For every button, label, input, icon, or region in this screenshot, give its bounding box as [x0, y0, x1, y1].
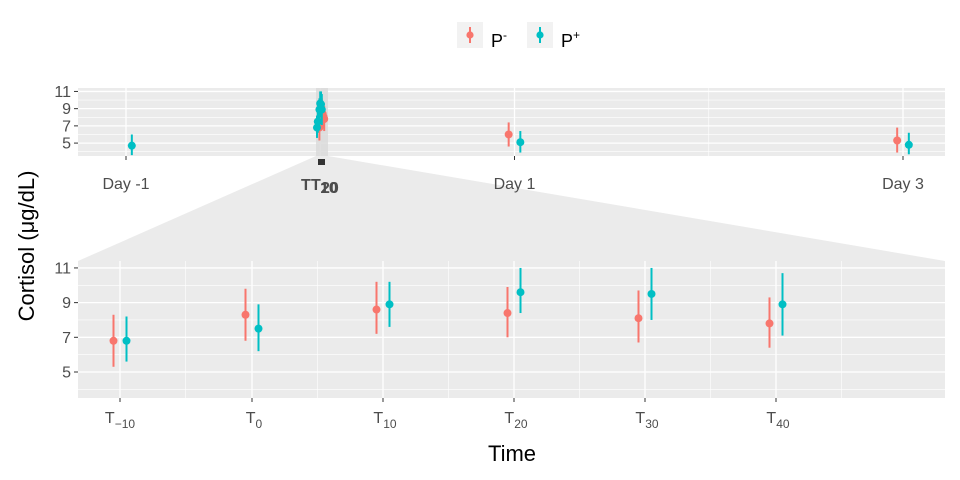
overview-point: [127, 141, 136, 150]
zoom-point-range: [765, 297, 774, 348]
zoom-point-range: [778, 273, 787, 336]
zoom-x-tick-label: T20: [504, 410, 527, 431]
legend-label: P+: [561, 28, 580, 51]
zoom-x-tick-label: T40: [766, 410, 789, 431]
zoom-point-range: [122, 316, 131, 362]
zoom-x-tick-label: T10: [373, 410, 396, 431]
overview-point-range: [504, 122, 513, 147]
overview-x-tick-label: Day 1: [494, 176, 536, 193]
overview-y-tick-label: 9: [62, 101, 71, 118]
overview-point: [313, 117, 322, 126]
overview-zoom-tick-label: 20: [321, 180, 339, 197]
zoom-point: [372, 305, 381, 314]
zoom-point: [109, 336, 118, 345]
overview-y-tick-label: 7: [62, 118, 71, 135]
zoom-y-tick-label: 5: [62, 364, 71, 381]
legend-key-point: [536, 31, 544, 39]
legend-entry: P+: [527, 22, 580, 51]
overview-zoom-tick-label: 10: [320, 180, 338, 197]
zoom-point: [503, 309, 512, 318]
zoom-y-tick-label: 7: [62, 330, 71, 347]
overview-point: [904, 140, 913, 149]
zoom-point-range: [254, 304, 263, 352]
overview-point-range: [317, 94, 326, 126]
zoom-point-range: [634, 290, 643, 343]
overview-point-range: [516, 131, 525, 153]
zoom-point: [254, 324, 263, 333]
overview-y-tick-label: 5: [62, 136, 71, 153]
zoom-point: [122, 336, 131, 345]
zoom-x-tick-label: T0: [246, 410, 263, 431]
overview-point: [317, 105, 326, 114]
zoom-y-tick-label: 11: [54, 260, 71, 277]
zoom-point: [516, 288, 525, 297]
legend-key-point: [466, 31, 474, 39]
zoom-panel-bg: [78, 261, 945, 398]
zoom-y-tick-label: 9: [62, 295, 71, 312]
overview-y-tick-label: 11: [54, 84, 71, 101]
zoom-point: [241, 310, 250, 319]
zoom-point: [385, 300, 394, 309]
x-axis-title: Time: [488, 441, 536, 466]
overview-x-tick-label: Day -1: [102, 176, 149, 193]
overview-point-range: [893, 127, 902, 153]
overview-point: [504, 130, 513, 139]
overview-x-tick-label: Day 3: [882, 176, 924, 193]
y-axis-title: Cortisol (μg/dL): [14, 171, 39, 322]
overview-point: [516, 138, 525, 147]
legend-entry: P-: [457, 22, 507, 51]
overview-point-range: [127, 134, 136, 156]
overview-point-range: [904, 132, 913, 155]
zoom-point-range: [372, 281, 381, 334]
legend: P- P+: [457, 22, 580, 51]
zoom-point: [634, 314, 643, 323]
zoom-point-range: [109, 314, 118, 367]
overview-zoom-tick-label: T: [301, 177, 311, 194]
overview-panel-bg: [78, 88, 945, 156]
overview-zoom-tick-label: T: [311, 177, 321, 194]
zoom-point: [647, 289, 656, 298]
zoom-connector-shade: [78, 156, 945, 261]
zoom-point-range: [516, 267, 525, 314]
zoom-point-range: [503, 287, 512, 338]
zoom-point: [778, 300, 787, 309]
legend-label: P-: [491, 28, 507, 51]
zoom-point-range: [647, 267, 656, 320]
zoom-tick-marker: [318, 159, 325, 165]
zoom-x-tick-label: T30: [635, 410, 658, 431]
zoom-panel: 5 7 9 11 T−10 T0 T10 T20 T30 T40: [54, 260, 945, 431]
zoom-x-tick-label: T−10: [105, 410, 135, 431]
zoom-point-range: [241, 288, 250, 341]
zoom-point-range: [385, 281, 394, 327]
overview-point: [893, 136, 902, 145]
zoom-point: [765, 319, 774, 328]
